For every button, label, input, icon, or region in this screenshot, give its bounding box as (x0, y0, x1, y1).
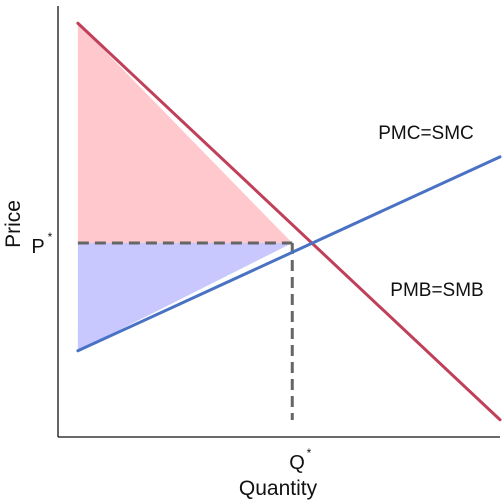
equilibrium-guides (77, 241, 294, 420)
demand-curve (76, 21, 502, 422)
pmb-smb-label: PMB=SMB (390, 280, 483, 301)
supply-curve (76, 155, 502, 353)
x-axis-label: Quantity (239, 477, 318, 500)
y-axis-label: Price (2, 200, 25, 248)
p-star-label: P * (31, 230, 52, 258)
p-star-text: P (31, 236, 44, 258)
q-star-superscript: * (307, 446, 312, 460)
surplus-regions (77, 23, 293, 351)
q-star-text: Q (289, 452, 305, 474)
axes (57, 6, 500, 438)
p-star-superscript: * (48, 230, 53, 244)
pmc-smc-label: PMC=SMC (378, 123, 474, 144)
curves (76, 21, 502, 422)
q-star-label: Q * (289, 446, 311, 474)
consumer-surplus (77, 23, 293, 244)
producer-surplus (77, 243, 293, 351)
